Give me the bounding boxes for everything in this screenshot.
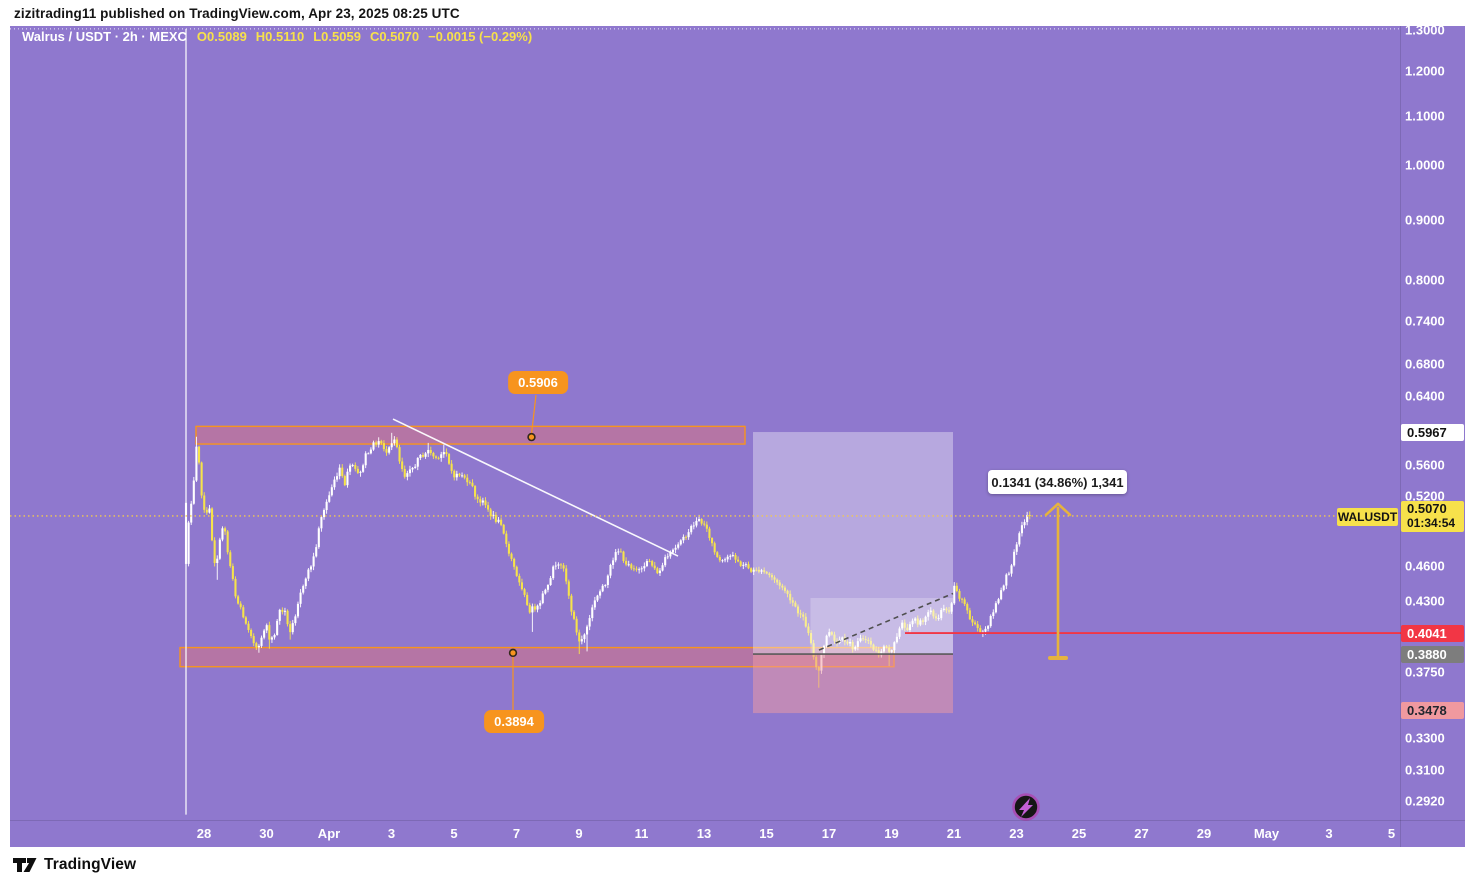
price-tick: 0.4600 bbox=[1405, 558, 1445, 574]
price-tick: 0.8000 bbox=[1405, 272, 1445, 288]
price-tick: 0.4300 bbox=[1405, 593, 1445, 609]
ohlc-change: −0.0015 (−0.29%) bbox=[428, 29, 533, 44]
time-tick: 5 bbox=[1387, 826, 1396, 841]
time-tick: 11 bbox=[634, 826, 649, 841]
price-tick: 1.3000 bbox=[1405, 22, 1445, 38]
tradingview-logo-icon bbox=[13, 858, 37, 872]
current-price-value: 0.5070 bbox=[1407, 501, 1447, 516]
chart-legend: Walrus / USDT · 2h · MEXC O0.5089 H0.5110 L… bbox=[22, 29, 541, 44]
footer: TradingView bbox=[13, 856, 136, 874]
time-tick: 5 bbox=[450, 826, 458, 841]
price-tick: 0.6400 bbox=[1405, 388, 1445, 404]
time-tick: 17 bbox=[821, 826, 837, 841]
ohlc-close: C0.5070 bbox=[369, 29, 420, 44]
time-tick: 25 bbox=[1071, 826, 1087, 841]
time-tick: 19 bbox=[884, 826, 899, 841]
time-tick: 27 bbox=[1134, 826, 1149, 841]
price-tick: 1.0000 bbox=[1405, 157, 1445, 173]
ohlc-open: O0.5089 bbox=[196, 29, 247, 44]
price-tick: 0.2920 bbox=[1405, 793, 1445, 809]
chart-pane[interactable] bbox=[10, 26, 1465, 847]
range-bottom-price-tag: 0.3478 bbox=[1401, 702, 1464, 719]
resistance-price-pill[interactable]: 0.5906 bbox=[508, 371, 568, 394]
time-tick: 3 bbox=[387, 826, 396, 841]
time-tick: 13 bbox=[696, 826, 712, 841]
price-tick: 0.6800 bbox=[1405, 356, 1445, 372]
support-price-pill[interactable]: 0.3894 bbox=[484, 710, 544, 733]
time-tick: 28 bbox=[196, 826, 212, 841]
range-top-price-tag: 0.5967 bbox=[1401, 423, 1464, 441]
price-tick: 0.3100 bbox=[1405, 762, 1445, 778]
ohlc-high: H0.5110 bbox=[255, 29, 305, 44]
bar-countdown: 01:34:54 bbox=[1407, 516, 1456, 530]
price-tick: 0.3300 bbox=[1405, 730, 1445, 746]
ohlc-low: L0.5059 bbox=[313, 29, 361, 44]
published-line: zizitrading11 published on TradingView.c… bbox=[14, 6, 460, 21]
price-tick: 1.1000 bbox=[1405, 108, 1445, 124]
time-tick: 21 bbox=[946, 826, 962, 841]
time-tick: 3 bbox=[1325, 826, 1333, 841]
time-tick: 29 bbox=[1196, 826, 1212, 841]
time-tick: 7 bbox=[512, 826, 521, 841]
current-price-tag: 0.5070 01:34:54 bbox=[1401, 500, 1464, 532]
price-tick: 0.3750 bbox=[1405, 664, 1445, 680]
stop-price-tag: 0.4041 bbox=[1401, 624, 1464, 642]
time-tick: 9 bbox=[575, 826, 583, 841]
measure-range-label[interactable]: 0.1341 (34.86%) 1,341 bbox=[988, 470, 1127, 494]
tradingview-brand[interactable]: TradingView bbox=[44, 856, 137, 873]
price-tick: 0.5200 bbox=[1405, 488, 1445, 504]
time-tick: 23 bbox=[1009, 826, 1024, 841]
symbol-title[interactable]: Walrus / USDT · 2h · MEXC bbox=[22, 29, 187, 44]
price-tick: 1.2000 bbox=[1405, 63, 1445, 79]
time-tick: May bbox=[1253, 826, 1280, 841]
time-tick: Apr bbox=[317, 826, 341, 841]
price-tick: 0.9000 bbox=[1405, 212, 1445, 228]
time-tick: 15 bbox=[759, 826, 774, 841]
price-tick: 0.5600 bbox=[1405, 457, 1445, 473]
time-tick: 30 bbox=[259, 826, 274, 841]
price-tick: 0.7400 bbox=[1405, 313, 1445, 329]
entry-price-tag: 0.3880 bbox=[1401, 645, 1464, 663]
symbol-price-tag: WALUSDT bbox=[1337, 508, 1398, 526]
